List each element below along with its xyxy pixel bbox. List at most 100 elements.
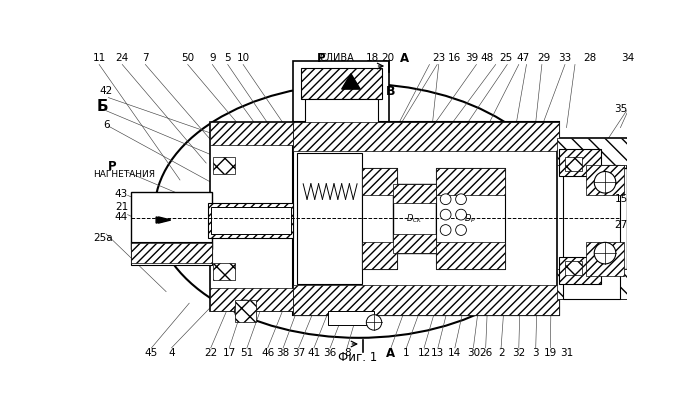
Text: 41: 41 (308, 348, 321, 358)
Text: 50: 50 (181, 53, 194, 63)
Bar (293, 122, 559, 151)
Text: 37: 37 (292, 348, 305, 358)
Bar (210, 122, 293, 311)
Text: 47: 47 (517, 53, 530, 63)
Bar (586, 164, 624, 196)
Text: 44: 44 (115, 212, 128, 222)
Text: 35: 35 (614, 104, 628, 114)
Bar (293, 285, 559, 315)
Polygon shape (156, 217, 168, 223)
Bar (435, 169, 505, 196)
Bar (586, 242, 624, 276)
Bar (557, 138, 626, 164)
Text: 21: 21 (115, 202, 128, 212)
Text: НАГНЕТАНИЯ: НАГНЕТАНИЯ (94, 170, 156, 179)
Text: 33: 33 (559, 53, 572, 63)
Text: 46: 46 (261, 348, 275, 358)
Text: 16: 16 (448, 53, 461, 63)
Bar (586, 164, 624, 276)
Bar (131, 242, 212, 265)
Text: Р: Р (108, 160, 117, 173)
Bar (394, 234, 435, 253)
Bar (293, 122, 559, 315)
Bar (213, 263, 235, 280)
Text: 11: 11 (92, 53, 106, 63)
Text: 43: 43 (115, 189, 128, 199)
Text: 20: 20 (382, 53, 394, 63)
Text: 8: 8 (344, 348, 350, 358)
Bar (557, 138, 626, 299)
Bar (394, 184, 435, 203)
Text: 22: 22 (204, 348, 217, 358)
Bar (293, 61, 389, 134)
Text: 18: 18 (366, 53, 379, 63)
Text: 6: 6 (103, 119, 109, 130)
Text: Б: Б (96, 99, 108, 115)
Bar (297, 153, 363, 284)
Text: 13: 13 (431, 348, 445, 358)
Circle shape (594, 171, 616, 193)
Bar (208, 203, 293, 238)
Circle shape (440, 209, 451, 220)
Text: 23: 23 (432, 53, 445, 63)
Text: $D_{CK}$: $D_{CK}$ (405, 212, 422, 225)
Text: А: А (387, 347, 396, 360)
Bar (565, 157, 582, 171)
Text: 32: 32 (512, 348, 526, 358)
Ellipse shape (154, 84, 563, 338)
Bar (210, 122, 293, 145)
Circle shape (594, 243, 616, 264)
Bar (131, 191, 212, 249)
Circle shape (440, 194, 451, 204)
Text: 45: 45 (145, 348, 158, 358)
Text: 2: 2 (498, 348, 505, 358)
Text: 25: 25 (499, 53, 512, 63)
Text: 38: 38 (277, 348, 290, 358)
Bar (557, 269, 626, 299)
Bar (559, 149, 601, 176)
Circle shape (235, 300, 257, 321)
Text: 14: 14 (448, 348, 461, 358)
Text: 19: 19 (544, 348, 557, 358)
Polygon shape (342, 74, 360, 89)
Text: 17: 17 (223, 348, 236, 358)
Bar (131, 243, 212, 263)
Bar (305, 99, 378, 126)
Text: 24: 24 (115, 53, 129, 63)
Text: 39: 39 (466, 53, 478, 63)
Text: 15: 15 (614, 194, 628, 204)
Bar (563, 164, 621, 299)
Text: СЛИВА: СЛИВА (319, 53, 354, 63)
Bar (328, 311, 374, 325)
Bar (363, 169, 397, 269)
Bar (213, 157, 235, 174)
Text: 29: 29 (537, 53, 550, 63)
Text: 12: 12 (417, 348, 431, 358)
Circle shape (440, 225, 451, 236)
Bar (301, 68, 382, 99)
Bar (565, 261, 582, 275)
Text: 7: 7 (142, 53, 149, 63)
Text: 5: 5 (224, 53, 231, 63)
Polygon shape (159, 217, 171, 223)
Bar (559, 257, 601, 284)
Circle shape (456, 209, 466, 220)
Text: 1: 1 (403, 348, 410, 358)
Text: 10: 10 (236, 53, 250, 63)
Text: 3: 3 (533, 348, 539, 358)
Text: 42: 42 (99, 86, 113, 97)
Text: 27: 27 (614, 220, 628, 229)
Bar (210, 288, 293, 311)
Text: 51: 51 (240, 348, 254, 358)
Text: 9: 9 (209, 53, 215, 63)
Text: 26: 26 (479, 348, 492, 358)
Bar (435, 169, 505, 269)
Bar (617, 169, 626, 269)
Bar (363, 169, 397, 196)
Bar (235, 300, 257, 321)
Text: Р: Р (317, 52, 326, 65)
Text: 28: 28 (583, 53, 596, 63)
Circle shape (366, 315, 382, 330)
Circle shape (456, 225, 466, 236)
Text: 4: 4 (168, 348, 175, 358)
